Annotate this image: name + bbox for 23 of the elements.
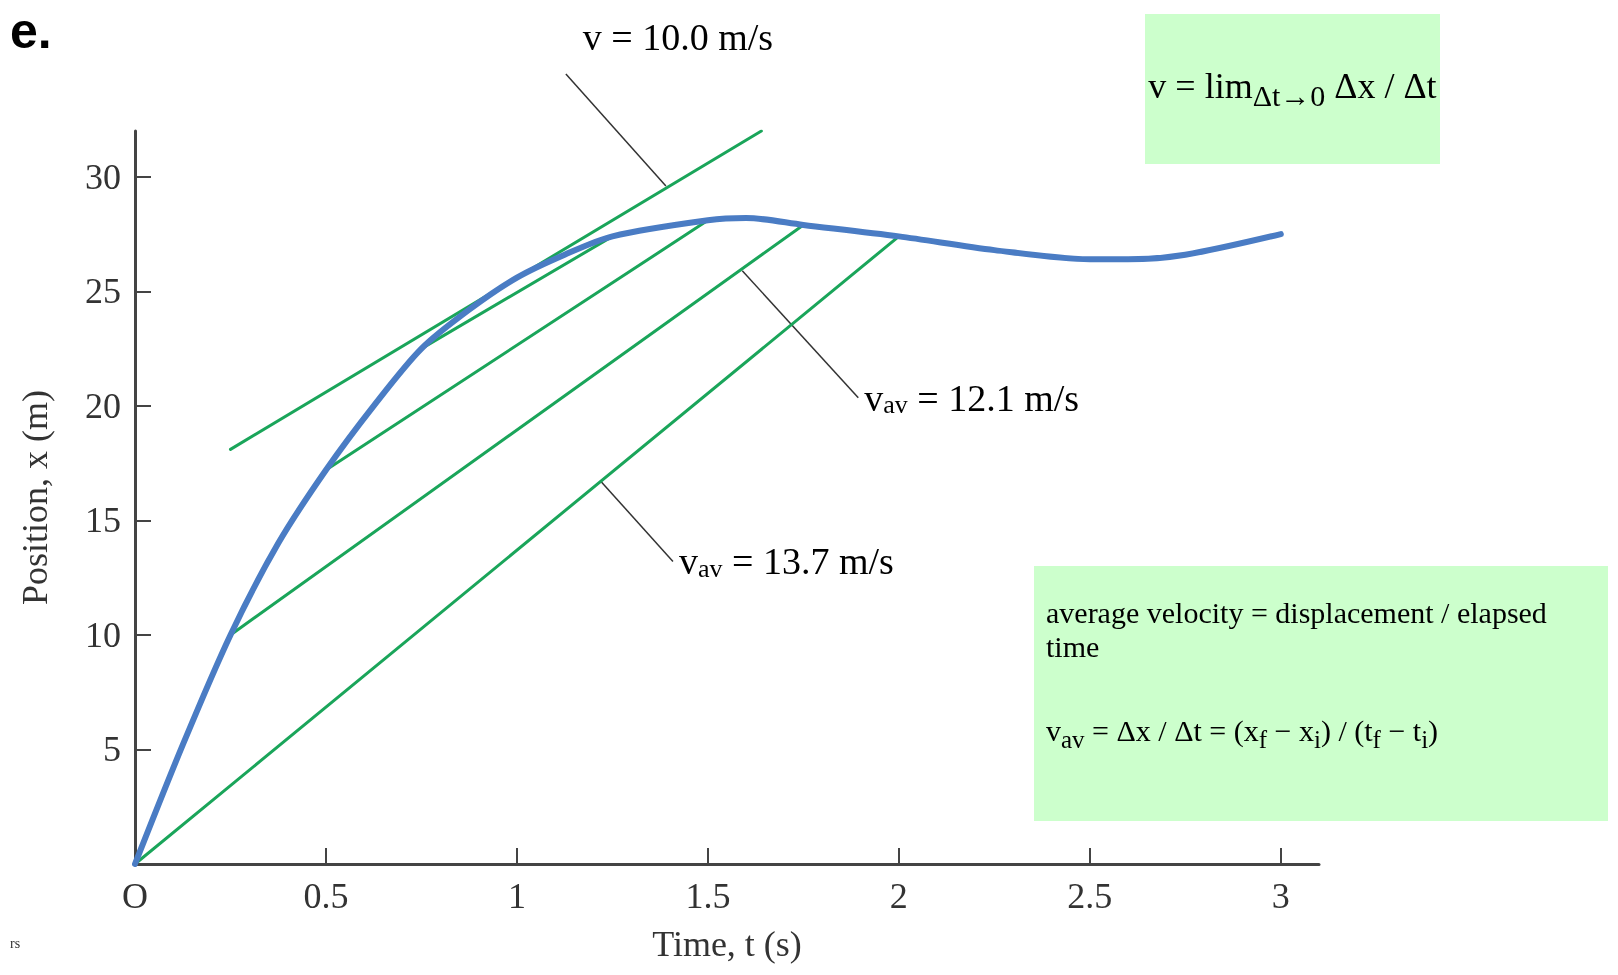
annotation: v = 10.0 m/s (582, 15, 774, 58)
formula-panel: average velocity = displacement / elapsed time v$_{av}$ = Δx / Δt = (x$_{f}$ − x$_{i}$) / (t$_{f}$ − t$_{i}$) (1034, 566, 1608, 821)
x-tick-label: O (122, 876, 148, 916)
formula-panel: v = lim$_{Δt→0}$ Δx / Δt (1145, 14, 1440, 164)
text: e. (10, 3, 52, 59)
text: rs (10, 936, 21, 951)
x-tick-label: 1.5 (685, 876, 731, 916)
annotation: vav = 13.7 m/s (678, 540, 894, 583)
y-tick-label: 25 (85, 271, 121, 312)
y-tick-label: 5 (103, 729, 121, 770)
x-tick-label: 1 (507, 876, 526, 916)
x-tick-label: 0.5 (303, 876, 349, 916)
annotation: average velocity = displacement / elapsed time (1046, 596, 1547, 663)
x-tick-label: 2 (889, 876, 908, 916)
y-tick-label: 20 (85, 385, 121, 426)
y-tick-label: 15 (85, 500, 121, 541)
y-axis-title: Position, x (m) (15, 389, 55, 606)
annotation: vav = 12.1 m/s (864, 376, 1080, 420)
y-tick-label: 30 (85, 156, 121, 197)
x-axis-title: Time, t (s) (652, 924, 802, 964)
y-tick-label: 10 (85, 614, 121, 655)
x-tick-label: 2.5 (1067, 876, 1113, 916)
x-tick-label: 3 (1271, 876, 1290, 916)
